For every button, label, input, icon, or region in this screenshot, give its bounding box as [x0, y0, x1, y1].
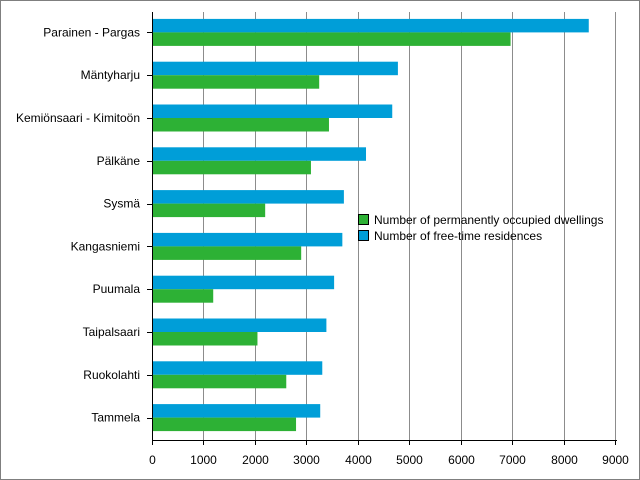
legend-swatch [358, 230, 369, 241]
x-tick-label: 9000 [602, 453, 629, 467]
x-tick-label: 4000 [345, 453, 372, 467]
free-time-residences-bar [152, 147, 367, 161]
x-tick-label: 8000 [551, 453, 578, 467]
bars [152, 18, 589, 432]
permanent-dwellings-bar [152, 160, 311, 175]
category-label: Sysmä [103, 197, 140, 211]
x-tick-label: 7000 [499, 453, 526, 467]
category-label: Mäntyharju [81, 68, 140, 82]
x-tick-label: 5000 [396, 453, 423, 467]
permanent-dwellings-bar [152, 374, 287, 389]
legend-label: Number of permanently occupied dwellings [374, 213, 603, 227]
permanent-dwellings-bar [152, 417, 297, 432]
axes [147, 12, 617, 445]
category-label: Parainen - Pargas [43, 25, 140, 39]
legend-label: Number of free-time residences [374, 229, 542, 243]
category-label: Taipalsaari [83, 325, 140, 339]
category-label: Tammela [91, 411, 140, 425]
legend-swatch [358, 214, 369, 225]
permanent-dwellings-bar [152, 118, 329, 132]
free-time-residences-bar [152, 318, 327, 332]
x-tick-label: 3000 [293, 453, 320, 467]
free-time-residences-bar [152, 361, 323, 375]
category-label: Kemiönsaari - Kimitoön [16, 111, 140, 125]
permanent-dwellings-bar [152, 203, 266, 218]
free-time-residences-bar [152, 104, 393, 118]
free-time-residences-bar [152, 404, 321, 418]
legend: Number of permanently occupied dwellings… [358, 213, 603, 243]
category-labels: Parainen - Pargas Mäntyharju Kemiönsaari -… [16, 25, 140, 424]
free-time-residences-bar [152, 61, 398, 76]
category-label: Pälkäne [97, 154, 141, 168]
category-label: Kangasniemi [71, 239, 140, 253]
permanent-dwellings-bar [152, 289, 214, 303]
free-time-residences-bar [152, 232, 343, 247]
permanent-dwellings-bar [152, 75, 320, 89]
x-tick-label: 6000 [448, 453, 475, 467]
free-time-residences-bar [152, 18, 589, 33]
permanent-dwellings-bar [152, 332, 258, 346]
tick-labels: 0 1000 2000 3000 4000 5000 6000 7000 8000 9000 [149, 453, 629, 467]
permanent-dwellings-bar [152, 32, 511, 46]
x-tick-label: 2000 [242, 453, 269, 467]
free-time-residences-bar [152, 190, 344, 204]
x-tick-label: 1000 [190, 453, 217, 467]
free-time-residences-bar [152, 275, 335, 290]
permanent-dwellings-bar [152, 246, 302, 260]
x-tick-label: 0 [149, 453, 156, 467]
category-label: Puumala [93, 282, 141, 296]
category-label: Ruokolahti [83, 368, 140, 382]
